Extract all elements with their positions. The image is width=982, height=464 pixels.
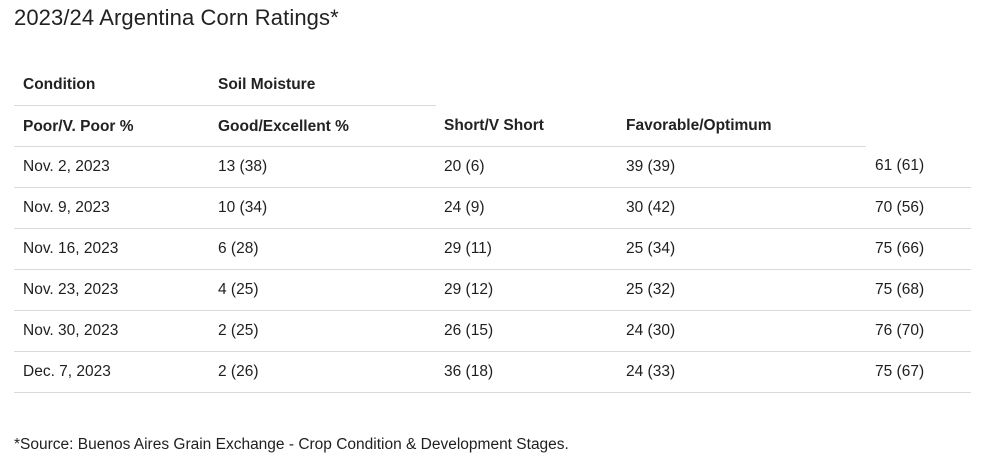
row-divider	[14, 351, 971, 352]
cell-favorable-optimum: 70 (56)	[875, 199, 925, 216]
cell-poor-vpoor: 13 (38)	[218, 158, 268, 175]
row-divider	[14, 392, 971, 393]
cell-favorable-optimum: 75 (68)	[875, 281, 925, 298]
cell-poor-vpoor: 2 (25)	[218, 322, 259, 339]
row-divider	[14, 187, 971, 188]
header-condition: Condition	[23, 76, 96, 93]
cell-poor-vpoor: 2 (26)	[218, 363, 259, 380]
cell-short-vshort: 30 (42)	[626, 199, 676, 216]
cell-short-vshort: 24 (33)	[626, 363, 676, 380]
row-divider	[14, 310, 971, 311]
cell-poor-vpoor: 10 (34)	[218, 199, 268, 216]
cell-short-vshort: 39 (39)	[626, 158, 676, 175]
cell-good-excellent: 36 (18)	[444, 363, 494, 380]
cell-poor-vpoor: 4 (25)	[218, 281, 259, 298]
source-footnote: *Source: Buenos Aires Grain Exchange - C…	[14, 436, 569, 453]
cell-date: Nov. 2, 2023	[23, 158, 110, 175]
header-short-vshort: Short/V Short	[444, 117, 544, 134]
header-soil-moisture: Soil Moisture	[218, 76, 316, 93]
cell-favorable-optimum: 75 (67)	[875, 363, 925, 380]
cell-favorable-optimum: 76 (70)	[875, 322, 925, 339]
cell-date: Nov. 9, 2023	[23, 199, 110, 216]
cell-short-vshort: 25 (34)	[626, 240, 676, 257]
cell-favorable-optimum: 61 (61)	[875, 157, 925, 174]
header-divider-1	[14, 105, 436, 106]
cell-short-vshort: 25 (32)	[626, 281, 676, 298]
cell-poor-vpoor: 6 (28)	[218, 240, 259, 257]
cell-good-excellent: 20 (6)	[444, 158, 485, 175]
header-favorable-optimum: Favorable/Optimum	[626, 117, 772, 134]
cell-date: Dec. 7, 2023	[23, 363, 111, 380]
cell-date: Nov. 30, 2023	[23, 322, 119, 339]
cell-favorable-optimum: 75 (66)	[875, 240, 925, 257]
cell-good-excellent: 24 (9)	[444, 199, 485, 216]
cell-good-excellent: 29 (12)	[444, 281, 494, 298]
header-good-excellent: Good/Excellent %	[218, 118, 349, 135]
page-title: 2023/24 Argentina Corn Ratings*	[14, 5, 339, 30]
cell-short-vshort: 24 (30)	[626, 322, 676, 339]
cell-date: Nov. 16, 2023	[23, 240, 119, 257]
row-divider	[14, 269, 971, 270]
header-poor-vpoor: Poor/V. Poor %	[23, 118, 134, 135]
row-divider	[14, 228, 971, 229]
cell-good-excellent: 29 (11)	[444, 240, 492, 257]
cell-date: Nov. 23, 2023	[23, 281, 119, 298]
cell-good-excellent: 26 (15)	[444, 322, 494, 339]
header-divider-2	[14, 146, 866, 147]
